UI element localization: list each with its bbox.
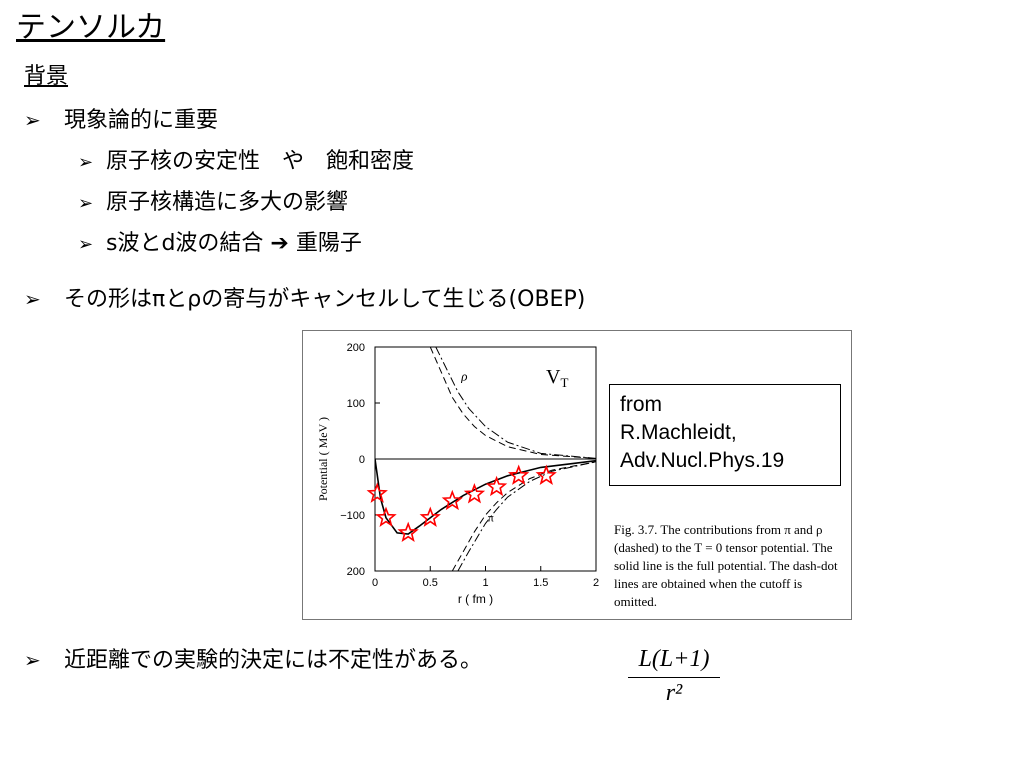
y-tick-label: 100 [347, 398, 365, 410]
y-tick-label: 200 [347, 566, 365, 578]
series-π-line [451, 461, 596, 571]
y-tick-label: 0 [359, 454, 365, 466]
centrifugal-formula: L(L+1) r² [624, 646, 724, 707]
x-tick-label: 1.5 [533, 577, 548, 589]
data-star-marker [375, 506, 397, 527]
bullet-arrow-icon: ➢ [24, 287, 41, 311]
bullet-text: その形はπとρの寄与がキャンセルして生じる(OBEP) [64, 287, 586, 312]
bullet-text: s波とd波の結合 ➔ 重陽子 [106, 231, 362, 256]
bullet-arrow-icon: ➢ [78, 193, 94, 214]
bullet-cancellation: ➢ その形はπとρの寄与がキャンセルして生じる(OBEP) [24, 281, 585, 313]
data-star-marker [507, 464, 530, 485]
x-tick-label: 1 [482, 577, 488, 589]
data-star-marker [397, 521, 419, 543]
data-star-marker [419, 506, 441, 527]
data-star-marker [485, 475, 508, 497]
data-star-marker [463, 483, 486, 504]
series-ρ-nocut-line [435, 347, 596, 459]
series-ρ-line [429, 347, 596, 459]
bullet-arrow-icon: ➢ [78, 152, 94, 173]
bullet-coupling: ➢ s波とd波の結合 ➔ 重陽子 [78, 225, 362, 257]
bullet-text: 原子核構造に多大の影響 [106, 190, 349, 215]
x-tick-label: 0 [372, 577, 378, 589]
bullet-structure: ➢ 原子核構造に多大の影響 [78, 184, 348, 216]
section-heading: 背景 [24, 64, 69, 89]
data-star-marker [441, 489, 464, 511]
citation-line-1: from [620, 393, 662, 416]
series-full-line [375, 458, 596, 535]
citation-box: from R.Machleidt, Adv.Nucl.Phys.19 [609, 384, 841, 486]
chart-title: VT [546, 366, 568, 390]
bullet-uncertainty: ➢ 近距離での実験的決定には不定性がある。 [24, 642, 482, 674]
bullet-text: 現象論的に重要 [64, 108, 219, 133]
data-star-marker [535, 464, 557, 485]
formula-numerator: L(L+1) [638, 646, 710, 672]
y-axis-label: Potential ( MeV ) [316, 417, 330, 501]
series-π-nocut-line [457, 461, 596, 571]
bullet-arrow-icon: ➢ [24, 648, 41, 672]
x-tick-label: 0.5 [423, 577, 438, 589]
bullet-arrow-icon: ➢ [24, 108, 41, 132]
x-axis-label: r ( fm ) [458, 592, 493, 606]
formula-denominator: r² [665, 680, 683, 706]
slide-title: テンソルカ [16, 10, 166, 45]
citation-line-2: R.Machleidt, [620, 421, 737, 444]
bullet-stability: ➢ 原子核の安定性 や 飽和密度 [78, 143, 414, 175]
y-tick-label: −100 [340, 510, 365, 522]
fraction-bar [628, 677, 720, 678]
figure-caption: Fig. 3.7. The contributions from π and ρ… [614, 522, 838, 609]
bullet-text: 近距離での実験的決定には不定性がある。 [64, 648, 483, 673]
bullet-phenomenological: ➢ 現象論的に重要 [24, 102, 218, 134]
x-tick-label: 2 [593, 577, 599, 589]
bullet-arrow-icon: ➢ [78, 234, 94, 255]
y-tick-label: 200 [347, 342, 365, 354]
bullet-text: 原子核の安定性 や 飽和密度 [106, 149, 415, 174]
tensor-potential-chart: 200 100 0 −100 200 0 0.5 1 1.5 2 r ( fm ) Potential… [316, 342, 599, 606]
citation-line-3: Adv.Nucl.Phys.19 [620, 449, 785, 472]
series-pi-label: π [488, 511, 494, 525]
data-star-marker [366, 482, 388, 503]
series-rho-label: ρ [460, 369, 467, 384]
